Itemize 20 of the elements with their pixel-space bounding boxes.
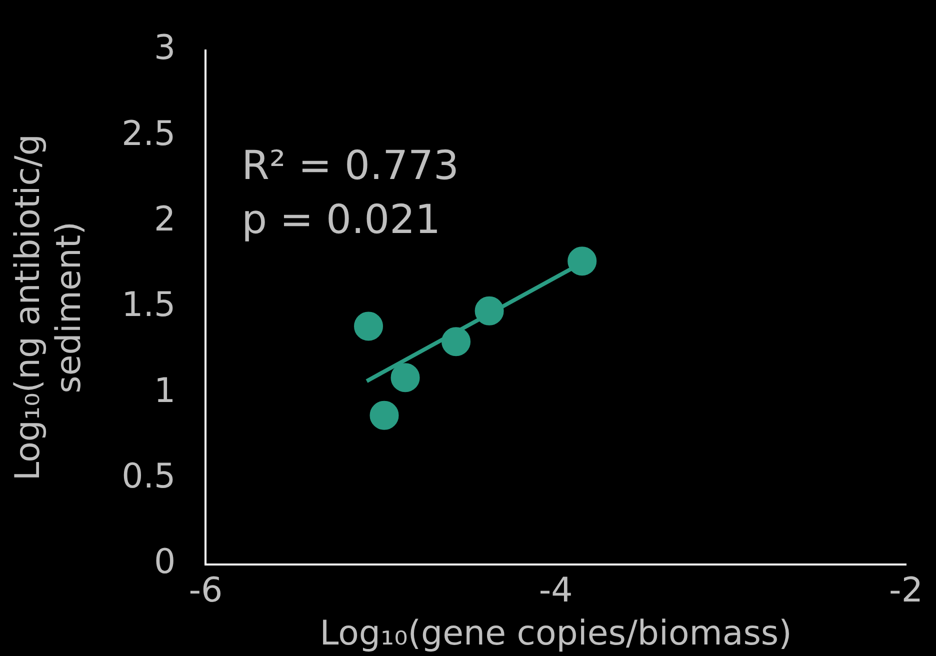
point xyxy=(474,296,504,326)
y-tick-label: 0.5 xyxy=(122,456,176,497)
x-axis-title: Log₁₀(gene copies/biomass) xyxy=(320,613,792,654)
y-axis-title: Log₁₀(ng antibiotic/g sediment) xyxy=(8,134,90,481)
y-tick-label: 1.5 xyxy=(122,285,176,326)
x-tick-label: -6 xyxy=(188,570,223,611)
annotation: p = 0.021 xyxy=(242,196,441,243)
y-tick-label: 2.5 xyxy=(122,114,176,154)
point xyxy=(442,327,471,356)
annotation: R² = 0.773 xyxy=(242,142,459,189)
x-tick-label: -2 xyxy=(889,570,923,611)
point xyxy=(370,400,399,430)
x-tick-label: -4 xyxy=(538,570,573,611)
point xyxy=(390,363,420,392)
point xyxy=(568,246,597,276)
y-tick-label: 0 xyxy=(154,542,176,582)
point xyxy=(354,312,383,341)
y-tick-label: 1 xyxy=(154,370,176,411)
y-tick-label: 2 xyxy=(154,200,176,240)
y-tick-label: 3 xyxy=(154,28,176,68)
